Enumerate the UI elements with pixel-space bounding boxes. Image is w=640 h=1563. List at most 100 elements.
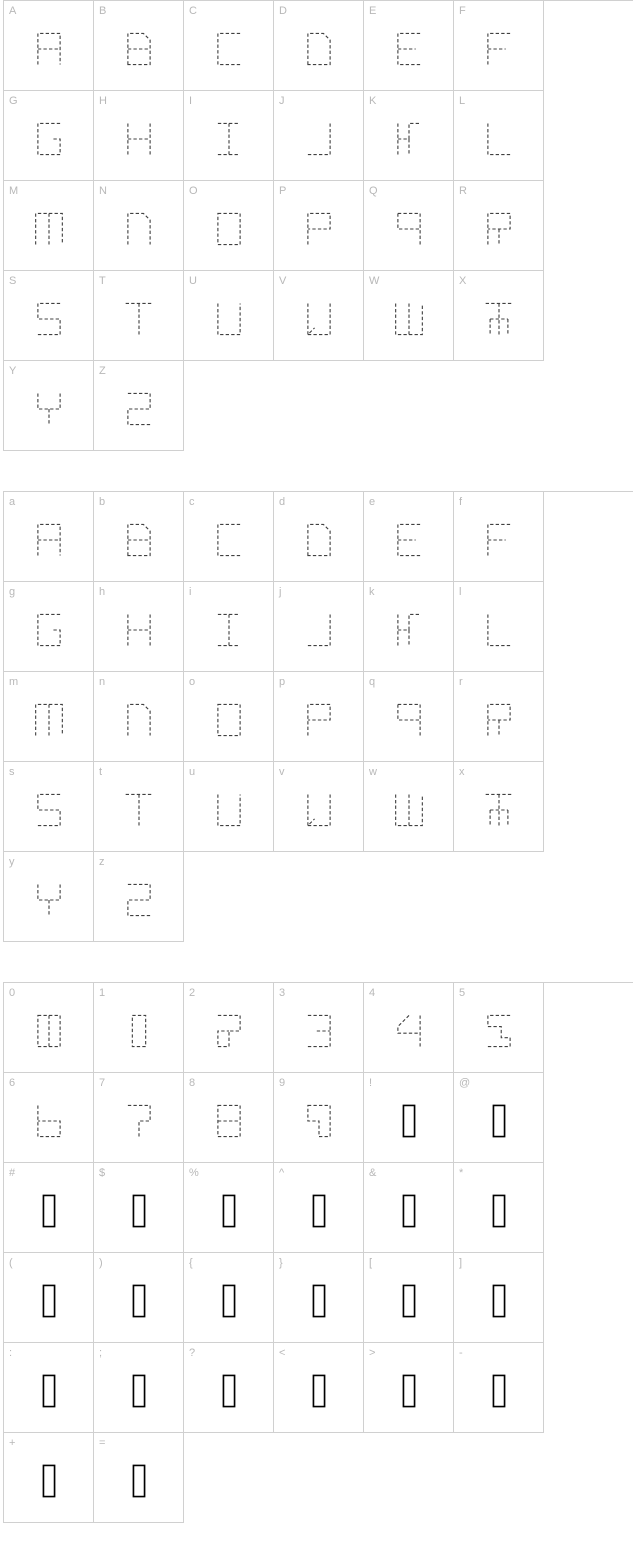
glyph-cell: < <box>274 1343 364 1433</box>
glyph-cell: 3 <box>274 983 364 1073</box>
glyph-cell: * <box>454 1163 544 1253</box>
glyph-cell: w <box>364 762 454 852</box>
glyph-cell: r <box>454 672 544 762</box>
glyph-label: k <box>369 586 375 598</box>
glyph-svg <box>480 1101 518 1141</box>
glyph-cell: = <box>94 1433 184 1523</box>
glyph-svg <box>30 1281 68 1321</box>
glyph-cell: q <box>364 672 454 762</box>
glyph-label: y <box>9 856 15 868</box>
glyph-cell: M <box>4 181 94 271</box>
glyph-label: 7 <box>99 1077 105 1089</box>
glyph-label: & <box>369 1167 376 1179</box>
glyph-label: n <box>99 676 105 688</box>
glyph-label: A <box>9 5 16 17</box>
glyph-svg <box>120 389 158 429</box>
glyph-svg <box>390 119 428 159</box>
glyph-cell: J <box>274 91 364 181</box>
glyph-label: x <box>459 766 465 778</box>
glyph-cell: O <box>184 181 274 271</box>
glyph-svg <box>30 1101 68 1141</box>
glyph-svg <box>300 29 338 69</box>
glyph-svg <box>480 29 518 69</box>
glyph-label: K <box>369 95 376 107</box>
glyph-label: c <box>189 496 195 508</box>
glyph-cell: V <box>274 271 364 361</box>
glyph-svg <box>480 1191 518 1231</box>
glyph-cell: Q <box>364 181 454 271</box>
glyph-cell: n <box>94 672 184 762</box>
glyph-cell: h <box>94 582 184 672</box>
glyph-label: < <box>279 1347 285 1359</box>
glyph-cell: o <box>184 672 274 762</box>
glyph-svg <box>210 1011 248 1051</box>
glyph-label: L <box>459 95 465 107</box>
glyph-label: j <box>279 586 281 598</box>
glyph-label: ( <box>9 1257 13 1269</box>
glyph-svg <box>120 1461 158 1501</box>
glyph-label: 3 <box>279 987 285 999</box>
glyph-cell: I <box>184 91 274 181</box>
glyph-svg <box>210 119 248 159</box>
glyph-label: 0 <box>9 987 15 999</box>
glyph-label: N <box>99 185 107 197</box>
glyph-label: > <box>369 1347 375 1359</box>
glyph-svg <box>120 209 158 249</box>
glyph-label: a <box>9 496 15 508</box>
glyph-svg <box>30 209 68 249</box>
glyph-svg <box>30 790 68 830</box>
glyph-label: - <box>459 1347 463 1359</box>
glyph-label: r <box>459 676 463 688</box>
glyph-cell: K <box>364 91 454 181</box>
glyph-svg <box>120 790 158 830</box>
glyph-cell: F <box>454 1 544 91</box>
glyph-label: ) <box>99 1257 103 1269</box>
glyph-label: F <box>459 5 466 17</box>
glyph-cell: i <box>184 582 274 672</box>
glyph-svg <box>120 1371 158 1411</box>
glyph-label: U <box>189 275 197 287</box>
glyph-cell: ( <box>4 1253 94 1343</box>
glyph-label: W <box>369 275 379 287</box>
glyph-label: 4 <box>369 987 375 999</box>
glyph-label: B <box>99 5 106 17</box>
glyph-svg <box>390 1281 428 1321</box>
glyph-cell: 6 <box>4 1073 94 1163</box>
glyph-svg <box>30 1191 68 1231</box>
glyph-label: 1 <box>99 987 105 999</box>
glyph-label: M <box>9 185 18 197</box>
glyph-svg <box>390 299 428 339</box>
glyph-label: i <box>189 586 191 598</box>
glyph-label: T <box>99 275 106 287</box>
glyph-label: X <box>459 275 466 287</box>
glyph-label: v <box>279 766 285 778</box>
glyph-label: l <box>459 586 461 598</box>
glyph-cell: a <box>4 492 94 582</box>
glyph-label: u <box>189 766 195 778</box>
glyph-svg <box>480 1371 518 1411</box>
glyph-label: Q <box>369 185 378 197</box>
glyph-svg <box>480 790 518 830</box>
glyph-label: m <box>9 676 18 688</box>
glyph-label: ^ <box>279 1167 284 1179</box>
glyph-svg <box>480 610 518 650</box>
glyph-svg <box>300 1011 338 1051</box>
glyph-section: abcdefghijklmnopqrstuvwxyz <box>3 491 633 942</box>
glyph-svg <box>480 700 518 740</box>
glyph-label: I <box>189 95 192 107</box>
glyph-svg <box>30 880 68 920</box>
character-map: ABCDEFGHIJKLMNOPQRSTUVWXYZabcdefghijklmn… <box>0 0 640 1523</box>
glyph-label: w <box>369 766 377 778</box>
glyph-svg <box>120 700 158 740</box>
glyph-svg <box>120 29 158 69</box>
glyph-label: % <box>189 1167 199 1179</box>
glyph-svg <box>210 1371 248 1411</box>
glyph-label: Z <box>99 365 106 377</box>
glyph-cell: G <box>4 91 94 181</box>
glyph-label: = <box>99 1437 105 1449</box>
glyph-cell: : <box>4 1343 94 1433</box>
glyph-svg <box>390 29 428 69</box>
glyph-label: G <box>9 95 18 107</box>
glyph-cell: 7 <box>94 1073 184 1163</box>
glyph-label: s <box>9 766 15 778</box>
